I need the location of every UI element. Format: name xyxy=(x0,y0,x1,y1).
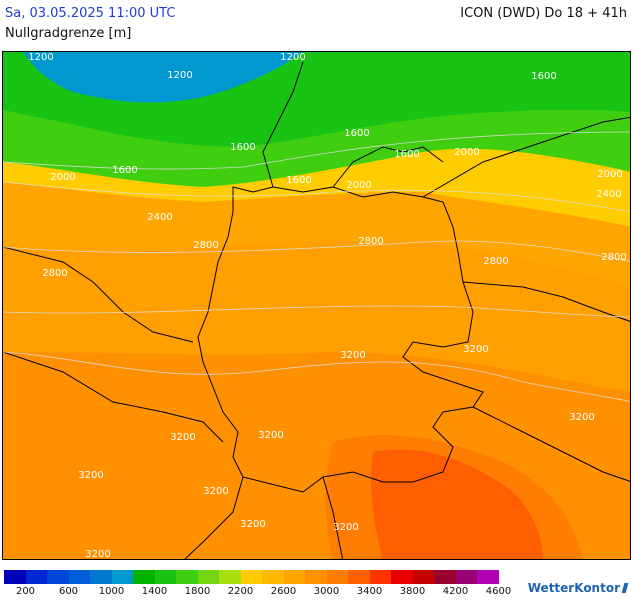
map-panel: 1200 1200 1200 1600 1600 1600 1600 1600 1600 2000… xyxy=(2,51,631,560)
contour-label: 1600 xyxy=(344,128,369,139)
legend-swatch xyxy=(219,570,241,584)
contour-label: 2800 xyxy=(483,256,508,267)
legend-tick-label: 1800 xyxy=(184,586,211,597)
contour-label: 2000 xyxy=(346,180,371,191)
legend-swatch xyxy=(90,570,112,584)
legend-swatch xyxy=(4,570,26,584)
contour-label: 2000 xyxy=(50,172,75,183)
legend-swatch xyxy=(369,570,391,584)
legend-tick-label: 4200 xyxy=(442,586,469,597)
contour-label: 3200 xyxy=(170,432,195,443)
legend-tick-label: 600 xyxy=(58,586,79,597)
contour-label: 3200 xyxy=(78,470,103,481)
contour-label: 2400 xyxy=(147,212,172,223)
legend-tick-label: 200 xyxy=(15,586,36,597)
legend-tick-label: 3400 xyxy=(356,586,383,597)
legend-swatch xyxy=(133,570,155,584)
legend-swatch xyxy=(283,570,305,584)
contour-label: 1200 xyxy=(167,70,192,81)
contour-label: 3200 xyxy=(463,344,488,355)
wetterkontor-logo[interactable]: WetterKontor xyxy=(527,581,629,595)
legend-tick-label: 3000 xyxy=(313,586,340,597)
legend-tick-label: 1400 xyxy=(141,586,168,597)
contour-label: 1600 xyxy=(531,71,556,82)
band-1200 xyxy=(23,52,303,103)
contour-label: 2000 xyxy=(597,169,622,180)
legend-swatch xyxy=(434,570,456,584)
contour-label: 1600 xyxy=(230,142,255,153)
legend-tick-label: 3800 xyxy=(399,586,426,597)
freezing-level-map: 1200 1200 1200 1600 1600 1600 1600 1600 1600 2000… xyxy=(3,52,630,560)
legend-tick-label: 1000 xyxy=(98,586,125,597)
logo-text: WetterKontor xyxy=(527,581,620,595)
logo-mark-icon xyxy=(621,583,629,593)
legend-swatch xyxy=(197,570,219,584)
contour-label: 2800 xyxy=(42,268,67,279)
legend-tick-label: 4600 xyxy=(485,586,512,597)
contour-label: 3200 xyxy=(258,430,283,441)
legend-swatch xyxy=(305,570,327,584)
contour-label: 3200 xyxy=(569,412,594,423)
contour-label: 2800 xyxy=(358,236,383,247)
contour-label: 2400 xyxy=(596,189,621,200)
header-parameter: Nullgradgrenze [m] xyxy=(5,26,132,41)
contour-lines xyxy=(3,131,630,402)
legend-ticks: 200 600 1000 1400 1800 2200 2600 3000 3400 3800 42… xyxy=(0,586,520,600)
header-datetime: Sa, 03.05.2025 11:00 UTC xyxy=(5,6,176,21)
contour-label: 3200 xyxy=(85,549,110,560)
contour-label: 1600 xyxy=(394,149,419,160)
contour-label-layer: 1200 1200 1200 1600 1600 1600 1600 1600 1600 2000… xyxy=(28,52,626,560)
contour-label: 1200 xyxy=(28,52,53,63)
legend-swatch xyxy=(25,570,47,584)
color-legend xyxy=(4,570,499,584)
legend-swatch xyxy=(412,570,434,584)
contour-label: 2800 xyxy=(601,252,626,263)
header-model-run: ICON (DWD) Do 18 + 41h xyxy=(460,6,627,21)
contour-label: 3200 xyxy=(240,519,265,530)
contour-label: 3200 xyxy=(203,486,228,497)
contour-label: 1600 xyxy=(112,165,137,176)
contour-label: 2000 xyxy=(454,147,479,158)
legend-swatch xyxy=(262,570,284,584)
contour-label: 3200 xyxy=(333,522,358,533)
borders xyxy=(3,61,630,559)
legend-swatch xyxy=(154,570,176,584)
legend-tick-label: 2600 xyxy=(270,586,297,597)
legend-swatch xyxy=(68,570,90,584)
contour-label: 1200 xyxy=(280,52,305,63)
legend-swatch xyxy=(391,570,413,584)
legend-swatch xyxy=(47,570,69,584)
contour-label: 2800 xyxy=(193,240,218,251)
legend-swatch xyxy=(111,570,133,584)
contour-label: 3200 xyxy=(340,350,365,361)
band-3800 xyxy=(371,449,543,559)
legend-swatch xyxy=(176,570,198,584)
legend-swatch xyxy=(240,570,262,584)
contour-label: 1600 xyxy=(286,175,311,186)
legend-swatch xyxy=(348,570,370,584)
legend-swatch xyxy=(477,570,499,584)
legend-tick-label: 2200 xyxy=(227,586,254,597)
legend-swatch xyxy=(326,570,348,584)
legend-swatch xyxy=(455,570,477,584)
